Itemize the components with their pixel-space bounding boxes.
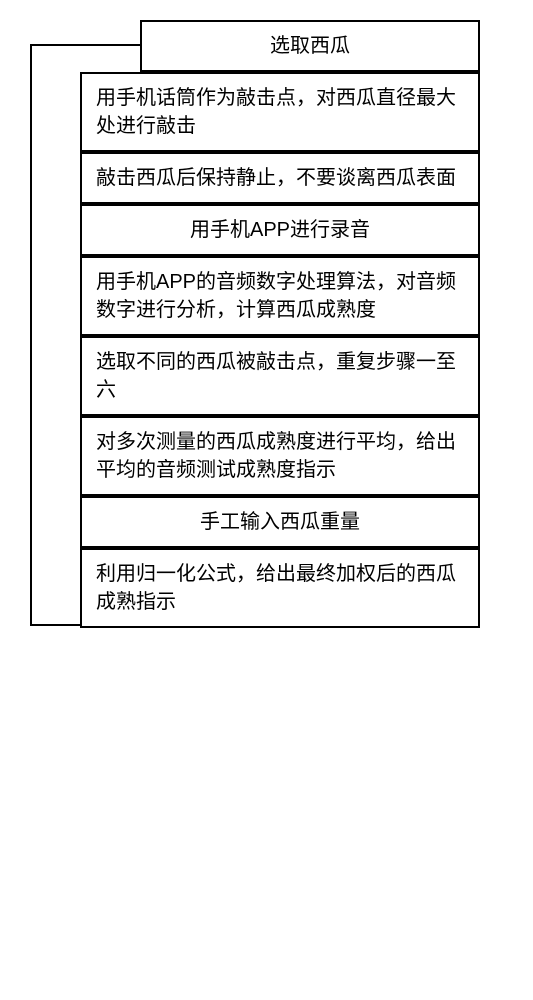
step-8: 手工输入西瓜重量 — [80, 496, 480, 548]
step-2-text: 用手机话筒作为敲击点，对西瓜直径最大处进行敲击 — [96, 87, 456, 137]
step-5-text: 用手机APP的音频数字处理算法，对音频数字进行分析，计算西瓜成熟度 — [96, 271, 456, 321]
step-8-text: 手工输入西瓜重量 — [200, 511, 360, 533]
step-1: 选取西瓜 — [140, 20, 480, 72]
flowchart-container: 选取西瓜 用手机话筒作为敲击点，对西瓜直径最大处进行敲击 敲击西瓜后保持静止，不… — [20, 20, 513, 628]
step-7: 对多次测量的西瓜成熟度进行平均，给出平均的音频测试成熟度指示 — [80, 416, 480, 496]
step-5: 用手机APP的音频数字处理算法，对音频数字进行分析，计算西瓜成熟度 — [80, 256, 480, 336]
step-1-text: 选取西瓜 — [270, 35, 350, 57]
loopback-stub — [30, 624, 80, 626]
step-4: 用手机APP进行录音 — [80, 204, 480, 256]
step-2: 用手机话筒作为敲击点，对西瓜直径最大处进行敲击 — [80, 72, 480, 152]
step-6: 选取不同的西瓜被敲击点，重复步骤一至六 — [80, 336, 480, 416]
step-9-text: 利用归一化公式，给出最终加权后的西瓜成熟指示 — [96, 563, 456, 613]
step-6-text: 选取不同的西瓜被敲击点，重复步骤一至六 — [96, 351, 456, 401]
step-3-text: 敲击西瓜后保持静止，不要谈离西瓜表面 — [96, 167, 456, 189]
step-4-text: 用手机APP进行录音 — [190, 219, 370, 241]
step-7-text: 对多次测量的西瓜成熟度进行平均，给出平均的音频测试成熟度指示 — [96, 431, 456, 481]
step-9: 利用归一化公式，给出最终加权后的西瓜成熟指示 — [80, 548, 480, 628]
step-3: 敲击西瓜后保持静止，不要谈离西瓜表面 — [80, 152, 480, 204]
